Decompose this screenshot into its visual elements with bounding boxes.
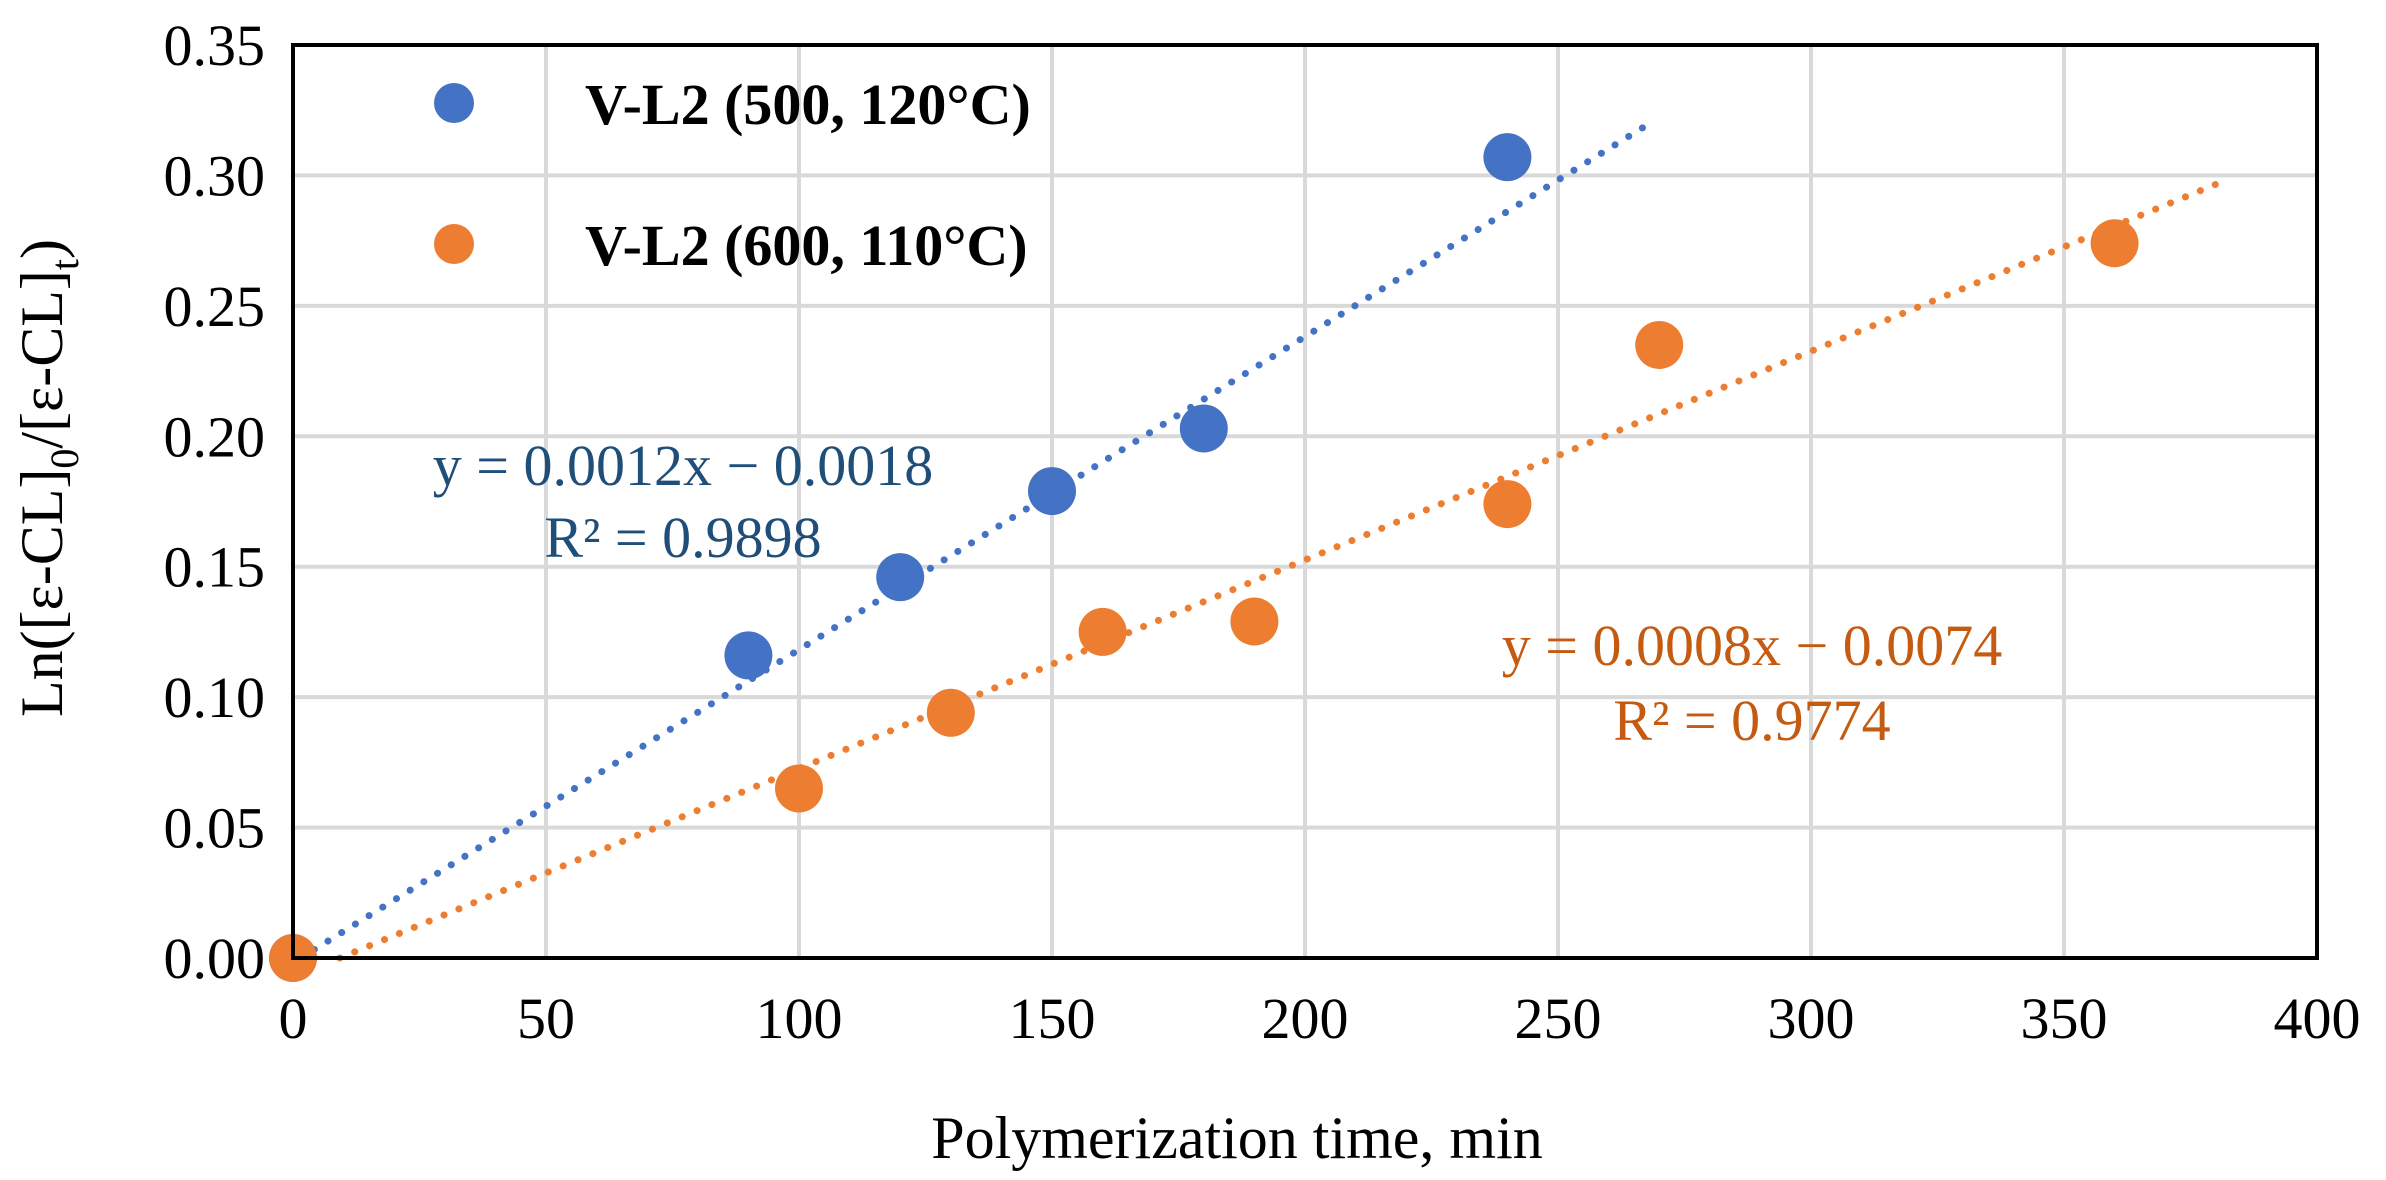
x-tick-label-350: 350 [2021,986,2108,1051]
x-axis-title: Polymerization time, min [931,1105,1543,1171]
data-point-s1-7 [2090,219,2139,268]
data-point-s0-2 [876,553,925,602]
trendline-annotations: y = 0.0012x − 0.0018 R² = 0.9898 y = 0.0… [433,433,2002,753]
data-point-s1-6 [1635,320,1684,369]
y-tick-label-0.00: 0.00 [164,926,266,991]
x-tick-label-200: 200 [1262,986,1349,1051]
legend-marker-blue [434,83,474,123]
data-point-s0-1 [724,631,773,680]
x-tick-label-100: 100 [756,986,843,1051]
y-tick-label-0.30: 0.30 [164,143,266,208]
legend-label-1: V-L2 (600, 110°C) [585,213,1028,278]
legend-label-0: V-L2 (500, 120°C) [585,72,1031,137]
data-point-s0-5 [1483,133,1532,182]
y-tick-label-0.05: 0.05 [164,796,266,861]
data-point-s0-4 [1179,404,1228,453]
y-tick-label-0.15: 0.15 [164,535,266,600]
y-tick-label-0.20: 0.20 [164,404,266,469]
trendline-r2-blue: R² = 0.9898 [544,505,821,570]
data-point-s1-1 [775,764,823,813]
trendline-0 [297,120,1653,962]
x-tick-label-0: 0 [279,986,308,1051]
tick-label-layer: 0 50 100 150 200 250 300 350 400 0.00 0.05 0.10 0.15… [164,13,2361,1051]
trendline-1 [336,180,2220,962]
trendline-equation-blue: y = 0.0012x − 0.0018 [433,433,933,498]
data-point-layer [269,133,2139,982]
trendline-layer [297,120,2220,962]
legend-marker-orange [434,224,474,264]
data-point-s1-5 [1483,480,1532,529]
data-point-s0-3 [1028,467,1076,516]
y-tick-label-0.25: 0.25 [164,274,266,339]
data-point-s1-2 [926,688,975,737]
y-tick-label-0.35: 0.35 [164,13,266,78]
trendline-equation-orange: y = 0.0008x − 0.0074 [1502,613,2002,678]
grid-layer [291,43,2319,960]
plot-border [291,43,2319,960]
x-tick-label-400: 400 [2274,986,2361,1051]
data-point-s1-4 [1230,597,1279,646]
y-axis-title: Ln([ε-CL]0/[ε-CL]t) [9,239,87,717]
x-tick-label-50: 50 [517,986,575,1051]
x-tick-label-150: 150 [1009,986,1096,1051]
data-point-s1-3 [1078,607,1127,656]
trendline-r2-orange: R² = 0.9774 [1613,688,1890,753]
x-tick-label-300: 300 [1768,986,1855,1051]
y-tick-label-0.10: 0.10 [164,665,266,730]
legend: V-L2 (500, 120°C) V-L2 (600, 110°C) [434,72,1031,278]
x-tick-label-250: 250 [1515,986,1602,1051]
